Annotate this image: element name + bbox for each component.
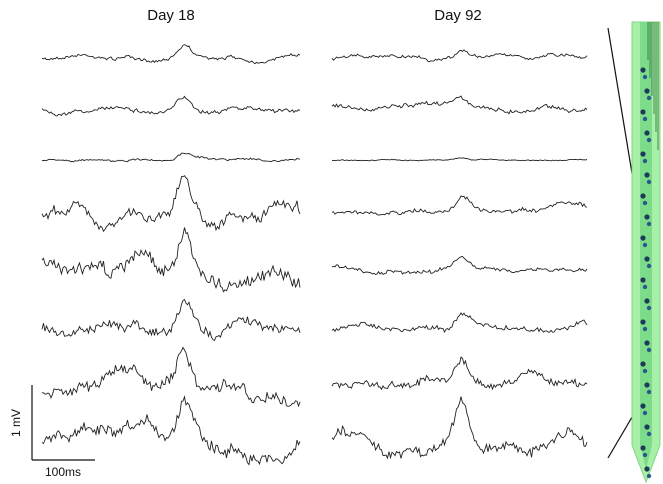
trace (42, 228, 300, 292)
probe-site (643, 411, 647, 415)
probe-site (640, 67, 645, 72)
trace (332, 158, 587, 161)
trace (42, 153, 300, 162)
probe-site (644, 88, 649, 93)
probe (632, 22, 660, 482)
panel-title: Day 18 (147, 7, 195, 24)
probe-site (640, 151, 645, 156)
trace (332, 257, 587, 275)
panel-title: Day 92 (434, 7, 482, 24)
probe-site (643, 327, 647, 331)
probe-site (643, 159, 647, 163)
probe-site (643, 243, 647, 247)
probe-site (640, 277, 645, 282)
probe-site (644, 340, 649, 345)
probe-site (647, 138, 651, 142)
trace (332, 357, 587, 389)
probe-site (647, 264, 651, 268)
trace (42, 96, 300, 116)
probe-site (643, 75, 647, 79)
scale-label-voltage: 1 mV (9, 409, 23, 437)
probe-site (643, 369, 647, 373)
probe-site (640, 109, 645, 114)
trace (42, 45, 300, 64)
probe-site (640, 235, 645, 240)
probe-site (640, 445, 645, 450)
probe-site (647, 96, 651, 100)
probe-site (644, 214, 649, 219)
probe-site (640, 193, 645, 198)
probe-site (643, 117, 647, 121)
probe-site (644, 130, 649, 135)
trace (332, 50, 587, 62)
traces (42, 45, 587, 465)
probe-site (644, 466, 649, 471)
probe-site (644, 382, 649, 387)
scale-label-time: 100ms (45, 465, 81, 479)
probe-site (640, 319, 645, 324)
trace (42, 397, 300, 465)
trace (42, 300, 300, 341)
probe-site (640, 403, 645, 408)
probe-site (647, 306, 651, 310)
probe-site (643, 285, 647, 289)
probe-site (644, 298, 649, 303)
probe-site (644, 172, 649, 177)
probe-site (640, 361, 645, 366)
probe-site (647, 222, 651, 226)
trace (42, 176, 300, 232)
probe-site (643, 201, 647, 205)
trace (332, 96, 587, 114)
probe-site (647, 432, 651, 436)
probe-site (647, 180, 651, 184)
figure: Day 18 Day 92 1 mV 100ms (0, 0, 663, 484)
trace (332, 196, 587, 215)
probe-site (647, 474, 651, 478)
probe-site (644, 424, 649, 429)
trace (332, 313, 587, 332)
probe-site (644, 256, 649, 261)
trace (332, 397, 587, 459)
trace (42, 348, 300, 407)
probe-site (643, 453, 647, 457)
probe-site (647, 390, 651, 394)
probe-site (647, 348, 651, 352)
